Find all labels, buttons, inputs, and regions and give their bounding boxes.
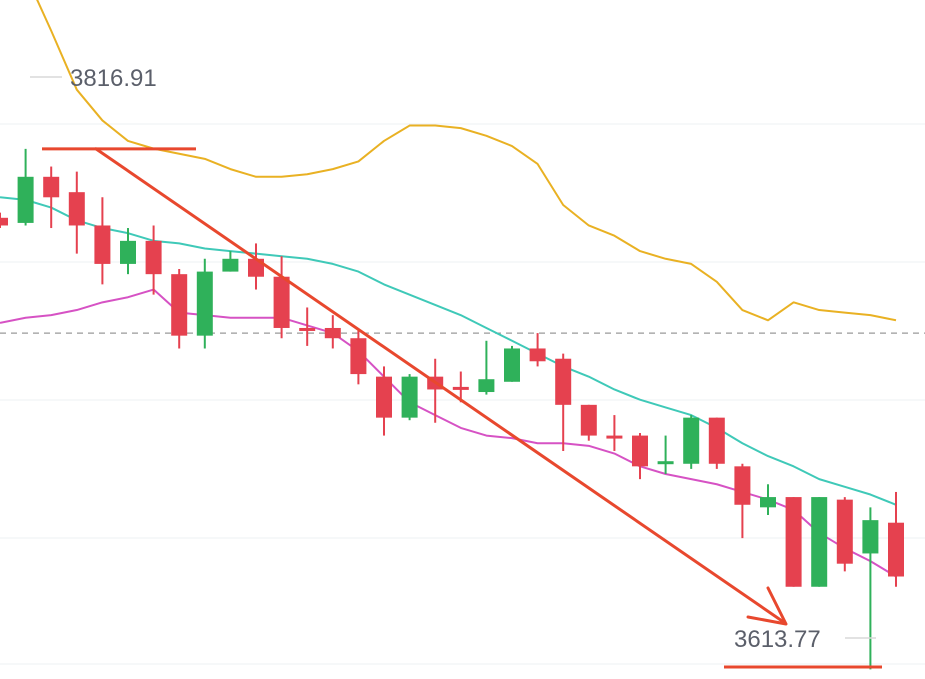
upper-band-line xyxy=(36,0,897,322)
candle xyxy=(657,435,674,475)
candle xyxy=(888,491,904,587)
candle xyxy=(478,340,495,395)
candle-body xyxy=(657,461,674,465)
candle-body xyxy=(580,404,597,436)
candle xyxy=(401,374,418,421)
candle-body xyxy=(120,240,136,264)
candle-body xyxy=(529,348,546,362)
candle-body xyxy=(0,217,8,226)
candle-body xyxy=(504,348,520,382)
candle-body xyxy=(734,466,751,505)
candle-body xyxy=(555,358,572,405)
candle xyxy=(43,166,60,229)
candle-body xyxy=(760,497,776,508)
candle xyxy=(0,212,8,229)
candle-body xyxy=(222,258,239,272)
candle-body xyxy=(811,497,828,587)
candle xyxy=(145,225,162,295)
trend-arrow-line xyxy=(94,147,787,625)
candle-body xyxy=(17,176,34,223)
candle-body xyxy=(452,386,469,390)
candle-body xyxy=(888,522,904,577)
candle-body xyxy=(401,376,418,418)
candle-body xyxy=(299,327,316,331)
candle-body xyxy=(478,379,495,393)
candle xyxy=(504,345,520,382)
middle-band-line xyxy=(0,196,897,506)
candle xyxy=(862,507,879,670)
candle xyxy=(760,484,776,516)
candle xyxy=(734,463,751,539)
candle xyxy=(350,330,367,385)
candle xyxy=(248,243,264,290)
candle-body xyxy=(376,376,392,418)
candle-body xyxy=(862,520,879,554)
candle-body xyxy=(350,338,367,375)
candle-body xyxy=(43,176,60,198)
candle xyxy=(196,258,213,349)
candle-body xyxy=(606,435,623,439)
candle-body xyxy=(273,276,290,328)
candle xyxy=(683,415,700,469)
candle xyxy=(222,251,239,272)
candle xyxy=(785,497,802,587)
candle xyxy=(171,269,188,349)
candle-body xyxy=(632,435,648,467)
candle-body xyxy=(708,417,725,464)
candle xyxy=(68,171,85,254)
candle-body xyxy=(836,499,853,564)
candle-body xyxy=(785,497,802,587)
trend-arrow-head xyxy=(746,586,788,626)
candle-body xyxy=(171,274,188,336)
candle xyxy=(376,366,392,436)
candle-body xyxy=(94,225,111,264)
candle xyxy=(94,197,111,285)
candle xyxy=(17,148,34,226)
candle-body xyxy=(68,192,85,226)
candle-body xyxy=(145,240,162,275)
candle xyxy=(580,404,597,441)
candle xyxy=(811,497,828,587)
candle xyxy=(836,497,853,572)
candle xyxy=(120,228,136,275)
annotations: 3816.91 3613.77 xyxy=(30,65,882,669)
candle xyxy=(529,333,546,367)
candle xyxy=(708,417,725,469)
candle xyxy=(299,307,316,346)
candle xyxy=(273,256,290,339)
low-price-label: 3613.77 xyxy=(734,626,821,653)
candles xyxy=(0,148,904,670)
candle xyxy=(324,315,341,349)
candle-body xyxy=(683,417,700,464)
candle xyxy=(555,353,572,451)
candle-body xyxy=(196,271,213,336)
candle xyxy=(606,415,623,451)
candle-body xyxy=(324,327,341,339)
high-price-label: 3816.91 xyxy=(70,65,157,92)
candle xyxy=(632,433,648,480)
candle xyxy=(452,371,469,403)
